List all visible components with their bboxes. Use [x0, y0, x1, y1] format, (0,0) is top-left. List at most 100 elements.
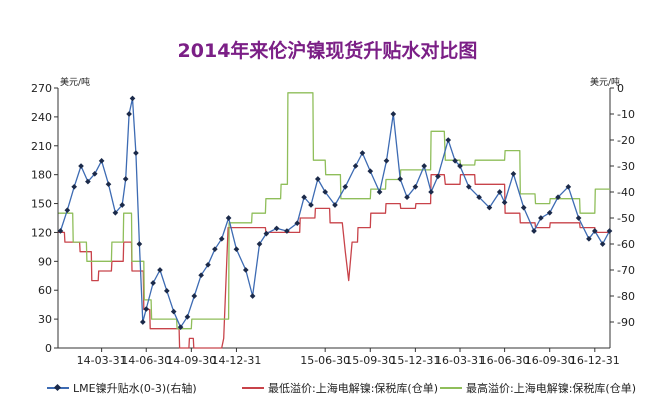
x-tick-label: 15-12-31: [390, 354, 440, 367]
lme-point: [205, 261, 211, 268]
left-tick-label: 150: [31, 198, 52, 211]
right-tick-label: -80: [617, 290, 635, 303]
lme-point: [242, 267, 249, 273]
lme-point: [546, 209, 553, 216]
legend-swatch-min-premium: [242, 387, 264, 389]
lme-point: [177, 324, 184, 330]
lme-point: [64, 207, 71, 214]
left-tick-label: 240: [31, 111, 52, 124]
series-min-premium-line: [58, 174, 610, 349]
lme-point: [342, 183, 349, 190]
left-tick-label: 210: [31, 140, 52, 153]
lme-point: [249, 293, 256, 299]
x-tick-label: 14-03-31: [77, 354, 127, 367]
legend-label-max-premium: 最高溢价:上海电解镍:保税库(仓单): [466, 382, 636, 395]
lme-point: [225, 215, 232, 221]
legend-swatch-lme: [47, 383, 69, 392]
lme-point: [170, 308, 177, 315]
lme-point: [263, 230, 270, 237]
lme-point: [157, 267, 163, 273]
lme-point: [105, 181, 112, 188]
right-tick-label: -90: [617, 316, 635, 329]
lme-point: [122, 176, 129, 182]
right-tick-label: -30: [617, 160, 635, 173]
right-tick-label: -60: [617, 238, 635, 251]
lme-point: [284, 228, 290, 234]
lme-point: [129, 95, 136, 102]
lme-point: [465, 183, 472, 190]
series-lme-line: [59, 97, 611, 328]
lme-point: [421, 163, 428, 169]
left-tick-label: 0: [45, 342, 52, 355]
lme-point: [510, 170, 517, 177]
lme-point: [191, 293, 198, 299]
x-tick-label: 16-03-31: [435, 354, 485, 367]
legend-item-min-premium: 最低溢价:上海电解镍:保税库(仓单): [242, 379, 438, 397]
left-tick-label: 90: [38, 255, 52, 268]
x-tick-label: 14-12-31: [211, 354, 261, 367]
lme-point: [136, 241, 143, 247]
series-max-premium-line: [58, 92, 610, 330]
x-tick-label: 14-09-30: [166, 354, 216, 367]
lme-point: [184, 313, 191, 320]
lme-point: [428, 189, 434, 195]
lme-point: [390, 111, 397, 117]
lme-point: [139, 319, 146, 325]
chart-title: 2014年来伦沪镍现货升贴水对比图: [177, 40, 478, 62]
lme-point: [501, 199, 508, 206]
lme-point: [133, 150, 139, 156]
lme-point: [555, 194, 561, 201]
right-tick-label: 0: [617, 82, 624, 95]
legend-swatch-max-premium: [440, 387, 462, 389]
lme-point: [445, 137, 452, 143]
plot-layer: [57, 92, 613, 349]
lme-point: [352, 163, 359, 169]
legend-label-lme: LME镍升贴水(0-3)(右轴): [73, 382, 197, 395]
left-axis-unit: 美元/吨: [60, 76, 90, 88]
lme-point: [397, 176, 404, 182]
lme-point: [78, 163, 84, 169]
legend-item-max-premium: 最高溢价:上海电解镍:保税库(仓单): [440, 379, 636, 397]
right-tick-label: -40: [617, 186, 635, 199]
axes-layer: 0 30 60 90 120 150 180 210 240 270 0 -10 -20 -30 -40 -5…: [31, 76, 635, 367]
lme-point: [163, 287, 170, 294]
x-tick-label: 15-09-30: [345, 354, 395, 367]
x-tick-label: 16-12-31: [570, 354, 620, 367]
lme-point: [376, 189, 383, 195]
lme-point: [476, 194, 482, 201]
lme-point: [322, 189, 329, 195]
x-tick-label: 16-09-30: [525, 354, 575, 367]
lme-point: [486, 204, 493, 211]
x-tick-label: 14-06-30: [121, 354, 171, 367]
lme-point: [126, 111, 132, 117]
lme-point: [496, 189, 503, 195]
lme-point: [273, 225, 280, 232]
lme-point: [256, 241, 263, 247]
lme-point: [531, 228, 537, 234]
lme-point: [143, 306, 150, 312]
lme-point: [332, 202, 338, 208]
legend: LME镍升贴水(0-3)(右轴) 最低溢价:上海电解镍:保税库(仓单) 最高溢价…: [20, 379, 650, 397]
right-tick-label: -20: [617, 134, 635, 147]
lme-point: [85, 178, 91, 185]
lme-point: [575, 215, 582, 221]
lme-point: [367, 168, 374, 175]
lme-point: [412, 183, 419, 190]
lme-point: [404, 194, 410, 201]
left-tick-label: 60: [38, 284, 52, 297]
lme-point: [150, 280, 156, 286]
right-tick-label: -70: [617, 264, 635, 277]
left-tick-label: 30: [38, 313, 52, 326]
right-tick-label: -50: [617, 212, 635, 225]
lme-point: [301, 194, 307, 201]
right-tick-label: -10: [617, 108, 635, 121]
lme-point: [452, 157, 458, 164]
lme-point: [359, 150, 366, 156]
lme-point: [435, 173, 441, 180]
lme-point: [599, 241, 606, 247]
lme-point: [308, 202, 314, 208]
left-tick-label: 120: [31, 226, 52, 239]
left-tick-label: 270: [31, 82, 52, 95]
lme-point: [538, 215, 544, 221]
